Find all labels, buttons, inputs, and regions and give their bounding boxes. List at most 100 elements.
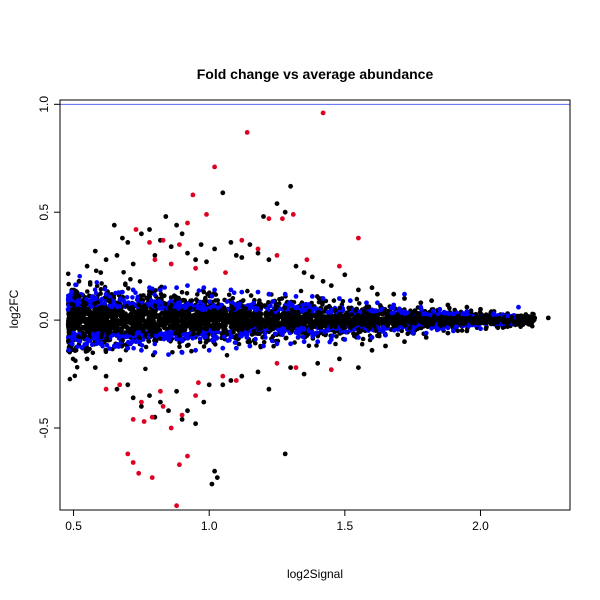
data-point (177, 336, 183, 342)
data-point (391, 321, 396, 326)
data-point (532, 315, 538, 321)
data-point (331, 298, 337, 303)
data-point (295, 311, 301, 317)
data-point (220, 190, 226, 196)
data-point (215, 311, 220, 317)
data-point (269, 338, 275, 344)
data-point (231, 329, 236, 335)
data-point (486, 318, 492, 324)
data-point (526, 322, 532, 327)
data-point (545, 315, 551, 321)
data-point (294, 317, 300, 322)
data-point (239, 255, 245, 260)
data-point (292, 340, 297, 345)
data-point (94, 280, 100, 285)
data-point (459, 328, 465, 333)
data-point (149, 414, 155, 420)
data-point (231, 290, 237, 296)
data-point (66, 347, 71, 353)
data-point (139, 404, 144, 409)
data-point (280, 319, 286, 324)
data-point (204, 259, 209, 265)
data-point (114, 253, 120, 258)
data-point (493, 316, 498, 322)
data-point (193, 421, 199, 427)
data-point (224, 353, 230, 358)
data-point (109, 314, 115, 320)
data-point (195, 292, 200, 297)
data-point (197, 328, 203, 334)
data-point (189, 348, 194, 354)
data-point (350, 320, 356, 325)
data-point (410, 311, 415, 317)
data-point (168, 244, 174, 250)
data-point (65, 306, 71, 312)
data-point (319, 324, 324, 330)
data-point (337, 305, 343, 311)
data-point (116, 320, 121, 325)
data-point (495, 325, 501, 331)
data-point (222, 334, 227, 340)
data-point (332, 307, 338, 313)
data-point (282, 291, 288, 297)
data-point (209, 316, 214, 322)
data-point (162, 293, 167, 299)
data-point (261, 343, 266, 349)
data-point (166, 408, 171, 414)
data-point (152, 292, 157, 297)
data-point (130, 331, 136, 337)
data-point (136, 330, 141, 335)
data-point (200, 315, 205, 321)
data-point (90, 323, 95, 329)
data-point (136, 320, 141, 325)
data-point (136, 470, 142, 476)
data-point (156, 322, 162, 328)
data-point (293, 294, 299, 299)
data-point (94, 341, 100, 347)
data-point (266, 321, 272, 327)
data-point (141, 337, 146, 342)
data-point (203, 322, 208, 328)
data-point (206, 347, 212, 353)
data-point (78, 311, 83, 317)
data-point (125, 345, 131, 351)
data-point (72, 295, 77, 301)
data-point (473, 320, 479, 326)
data-point (131, 345, 136, 351)
data-point (441, 309, 447, 315)
x-tick-label: 2.0 (472, 519, 489, 533)
data-point (314, 294, 320, 299)
data-point (274, 253, 280, 258)
data-point (440, 317, 445, 322)
data-point (192, 327, 197, 333)
data-point (162, 285, 167, 290)
data-point (337, 296, 342, 301)
data-point (216, 329, 221, 335)
data-point (84, 356, 90, 362)
data-point (497, 316, 503, 322)
data-point (141, 313, 146, 318)
data-point (111, 222, 117, 228)
data-point (185, 309, 190, 314)
data-point (92, 334, 97, 340)
data-point (293, 263, 299, 269)
data-point (369, 335, 375, 340)
data-point (257, 314, 263, 320)
data-point (136, 335, 142, 340)
data-point (224, 316, 230, 321)
data-point (522, 315, 528, 321)
data-point (147, 393, 152, 398)
data-point (254, 306, 260, 311)
data-point (247, 343, 253, 349)
data-point (87, 280, 93, 285)
data-point (105, 307, 110, 312)
data-point (74, 320, 79, 325)
data-point (174, 388, 180, 394)
data-point (271, 326, 277, 331)
data-point (99, 331, 105, 337)
data-point (239, 373, 245, 379)
data-point (503, 320, 509, 326)
data-point (266, 291, 272, 297)
data-point (193, 393, 199, 398)
